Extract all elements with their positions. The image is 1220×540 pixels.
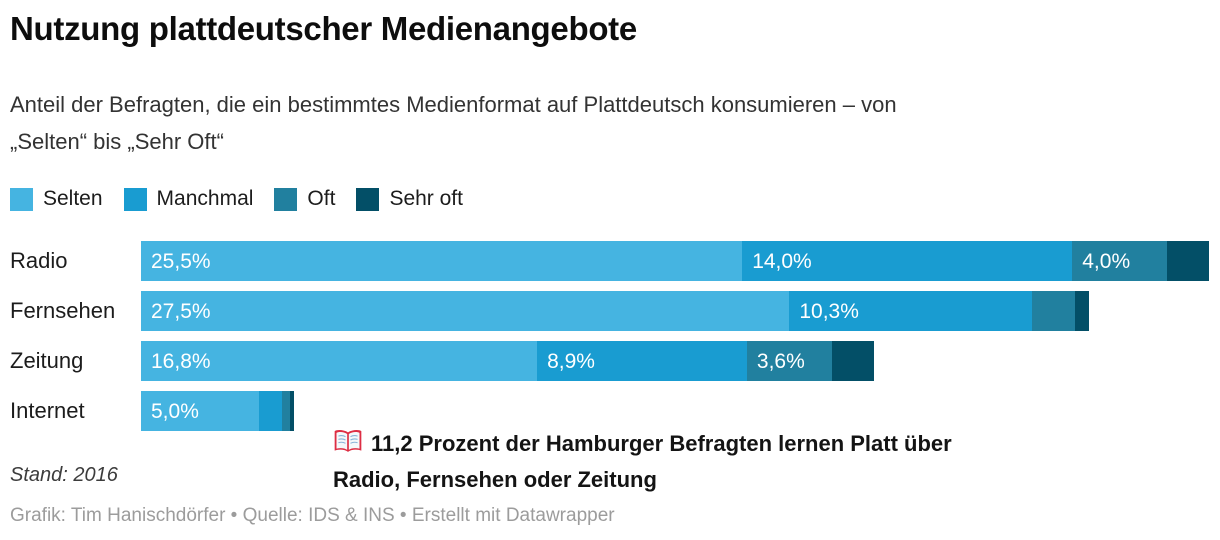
subtitle-line-1: Anteil der Befragten, die ein bestimmtes… — [10, 92, 897, 117]
bar-value-label: 14,0% — [752, 250, 812, 273]
bar-segment-sehr-oft — [831, 341, 875, 381]
bar-segment-selten: 5,0% — [141, 391, 259, 431]
legend-label: Manchmal — [156, 187, 254, 210]
legend-label: Oft — [307, 187, 336, 210]
bar-segment-selten: 16,8% — [141, 341, 538, 381]
bar-track: 25,5% 14,0% 4,0% — [141, 241, 1209, 281]
legend-swatch-icon — [274, 187, 298, 211]
bar-segment-manchmal: 14,0% — [742, 241, 1073, 281]
bar-track: 5,0% — [141, 391, 1209, 431]
bar-track: 27,5% 10,3% — [141, 291, 1209, 331]
chart-row-zeitung: Zeitung 16,8% 8,9% 3,6% — [10, 341, 1209, 381]
subtitle-line-2: „Selten“ bis „Sehr Oft“ — [10, 129, 224, 154]
legend-swatch-icon — [10, 187, 33, 211]
data-timestamp: Stand: 2016 — [10, 464, 118, 486]
legend-swatch-icon — [123, 187, 147, 211]
bar-value-label: 4,0% — [1082, 250, 1131, 273]
chart-row-radio: Radio 25,5% 14,0% 4,0% — [10, 241, 1209, 281]
bar-segment-selten: 27,5% — [141, 291, 790, 331]
page-title: Nutzung plattdeutscher Medienangebote — [10, 10, 637, 47]
bar-segment-sehr-oft — [289, 391, 295, 431]
bar-value-label: 5,0% — [151, 400, 199, 423]
legend-item-manchmal: Manchmal — [123, 187, 254, 211]
legend-swatch-icon — [356, 187, 380, 211]
bar-chart: Radio 25,5% 14,0% 4,0% Fernsehen 27,5% 10,3% Ze… — [10, 241, 1209, 441]
bar-segment-oft: 3,6% — [746, 341, 832, 381]
chart-subtitle: Anteil der Befragten, die ein bestimmtes… — [10, 86, 897, 160]
attribution-line: Grafik: Tim Hanischdörfer • Quelle: IDS … — [10, 505, 615, 526]
bar-segment-sehr-oft — [1166, 241, 1209, 281]
chart-row-fernsehen: Fernsehen 27,5% 10,3% — [10, 291, 1209, 331]
legend-item-sehr-oft: Sehr oft — [356, 187, 463, 211]
bar-segment-oft: 4,0% — [1072, 241, 1167, 281]
bar-value-label: 16,8% — [151, 350, 211, 373]
annotation-line-1: 11,2 Prozent der Hamburger Befragten ler… — [333, 428, 952, 464]
row-label: Radio — [10, 248, 68, 273]
annotation: 11,2 Prozent der Hamburger Befragten ler… — [333, 428, 952, 496]
bar-segment-manchmal: 10,3% — [789, 291, 1033, 331]
bar-value-label: 25,5% — [151, 250, 211, 273]
bar-value-label: 10,3% — [799, 300, 859, 323]
bar-segment-oft — [282, 391, 290, 431]
row-label: Internet — [10, 398, 85, 423]
bar-segment-oft — [1032, 291, 1075, 331]
annotation-text-line-1: 11,2 Prozent der Hamburger Befragten ler… — [371, 431, 952, 456]
row-label: Fernsehen — [10, 298, 116, 323]
bar-segment-sehr-oft — [1074, 291, 1089, 331]
bar-value-label: 3,6% — [756, 350, 805, 373]
bar-segment-manchmal: 8,9% — [537, 341, 747, 381]
bar-segment-manchmal — [258, 391, 283, 431]
open-book-icon — [333, 428, 363, 464]
bar-segment-selten: 25,5% — [141, 241, 743, 281]
bar-value-label: 8,9% — [547, 350, 595, 373]
bar-value-label: 27,5% — [151, 300, 211, 323]
legend-item-selten: Selten — [10, 187, 103, 211]
bar-track: 16,8% 8,9% 3,6% — [141, 341, 1209, 381]
row-label: Zeitung — [10, 348, 84, 373]
annotation-line-2: Radio, Fernsehen oder Zeitung — [333, 467, 657, 492]
chart-row-internet: Internet 5,0% — [10, 391, 1209, 431]
legend-item-oft: Oft — [274, 187, 335, 211]
legend-label: Selten — [43, 187, 103, 210]
legend-label: Sehr oft — [389, 187, 463, 210]
legend: Selten Manchmal Oft Sehr oft — [10, 187, 484, 211]
